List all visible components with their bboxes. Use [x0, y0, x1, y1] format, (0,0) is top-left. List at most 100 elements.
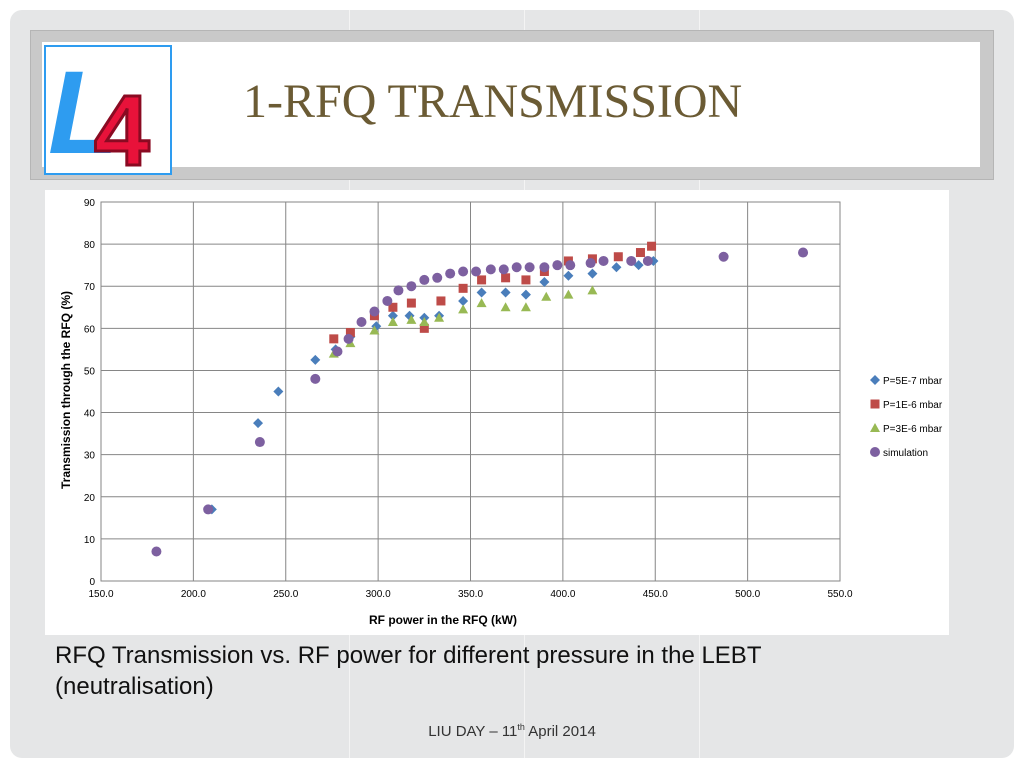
x-tick-label: 450.0: [643, 589, 668, 600]
data-point: [254, 437, 265, 448]
chart-legend: P=5E-7 mbar P=1E-6 mbar P=3E-6 mbar simulat…: [870, 375, 943, 459]
data-point: [345, 328, 355, 338]
data-point: [647, 241, 657, 251]
chart-marks: [151, 241, 809, 557]
data-point: [500, 302, 511, 312]
data-point: [498, 264, 509, 275]
y-axis-label: Transmission through the RFQ (%): [59, 291, 73, 489]
linac4-logo-icon: L 4: [44, 45, 172, 189]
data-point: [151, 546, 162, 557]
data-point: [445, 268, 456, 279]
data-point: [329, 334, 339, 344]
data-point: [356, 317, 367, 328]
chart-grid: [100, 201, 841, 582]
data-point: [310, 354, 321, 365]
x-tick-label: 250.0: [273, 589, 298, 600]
y-tick-label: 80: [84, 240, 96, 251]
chart-panel: 0 10 20 30 40 50 60 70 80 90 150.0 200.0 250.0 300.0 3…: [45, 190, 949, 635]
slide-caption: RFQ Transmission vs. RF power for differ…: [55, 642, 762, 700]
data-point: [718, 251, 729, 262]
x-tick-label: 400.0: [550, 589, 575, 600]
data-point: [387, 310, 398, 321]
data-point: [203, 504, 214, 515]
data-point: [563, 270, 574, 281]
y-tick-label: 40: [84, 409, 96, 420]
data-point: [477, 275, 487, 285]
data-point: [520, 289, 531, 300]
data-point: [432, 272, 443, 283]
data-point: [541, 291, 552, 301]
data-point: [613, 252, 623, 262]
data-point: [476, 287, 487, 298]
x-tick-label: 200.0: [181, 589, 206, 600]
y-tick-label: 60: [84, 324, 96, 335]
legend-label: P=3E-6 mbar: [883, 424, 943, 435]
data-point: [501, 273, 511, 283]
data-point: [587, 285, 598, 295]
slide-footer: LIU DAY – 11th April 2014: [0, 722, 1024, 740]
data-point: [388, 302, 398, 312]
y-tick-label: 20: [84, 493, 96, 504]
data-point: [436, 296, 446, 306]
data-point: [798, 247, 809, 258]
legend-marker: [870, 399, 880, 409]
data-point: [406, 298, 416, 308]
x-tick-label: 150.0: [88, 589, 113, 600]
legend-label: P=5E-7 mbar: [883, 376, 943, 387]
chart-tick-labels: 0 10 20 30 40 50 60 70 80 90 150.0 200.0 250.0 300.0 3…: [84, 198, 853, 600]
data-point: [387, 317, 398, 327]
data-point: [511, 262, 522, 273]
data-point: [310, 373, 321, 384]
data-point: [500, 287, 511, 298]
data-point: [419, 317, 430, 327]
y-tick-label: 50: [84, 366, 96, 377]
data-point: [563, 289, 574, 299]
data-point: [642, 255, 653, 266]
legend-label: P=1E-6 mbar: [883, 400, 943, 411]
data-point: [419, 323, 429, 333]
data-point: [565, 260, 576, 271]
data-point: [598, 255, 609, 266]
logo-letter: L: [48, 47, 120, 173]
data-point: [552, 260, 563, 271]
data-point: [458, 283, 468, 293]
y-tick-label: 90: [84, 198, 96, 209]
data-point: [524, 262, 535, 273]
logo-digit: 4: [94, 75, 150, 173]
data-point: [633, 260, 644, 271]
slide-title: 1-RFQ TRANSMISSION: [243, 75, 743, 128]
x-tick-label: 300.0: [366, 589, 391, 600]
footer-suffix: April 2014: [524, 723, 596, 740]
footer-prefix: LIU DAY – 11: [428, 723, 518, 740]
data-point: [393, 285, 404, 296]
data-point: [343, 333, 354, 344]
legend-marker: [870, 447, 880, 457]
x-axis-label: RF power in the RFQ (kW): [369, 613, 517, 627]
data-point: [273, 386, 284, 397]
title-area: [42, 42, 980, 167]
data-point: [369, 325, 380, 335]
legend-marker: [870, 375, 880, 385]
footer-superscript: th: [517, 722, 525, 732]
data-point: [406, 314, 417, 324]
x-tick-label: 350.0: [458, 589, 483, 600]
x-tick-label: 550.0: [827, 589, 852, 600]
data-point: [458, 304, 469, 314]
data-point: [458, 266, 469, 277]
data-point: [539, 262, 550, 273]
data-point: [539, 277, 550, 288]
y-tick-label: 30: [84, 451, 96, 462]
data-point: [520, 302, 531, 312]
data-point: [419, 274, 430, 285]
data-point: [611, 262, 622, 273]
transmission-chart: 0 10 20 30 40 50 60 70 80 90 150.0 200.0 250.0 300.0 3…: [59, 198, 943, 627]
data-point: [382, 295, 393, 306]
data-point: [434, 312, 445, 322]
y-tick-label: 10: [84, 535, 96, 546]
data-point: [404, 310, 415, 321]
data-point: [585, 258, 596, 269]
data-point: [253, 418, 264, 429]
data-point: [406, 281, 417, 292]
data-point: [485, 264, 496, 275]
data-point: [332, 346, 343, 357]
